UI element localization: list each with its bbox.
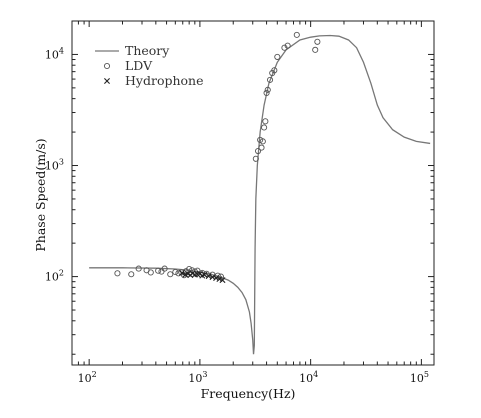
ldv-point xyxy=(254,147,262,155)
hydrophone-point xyxy=(209,274,216,281)
ldv-point xyxy=(161,265,168,272)
x-tick-label: 102 xyxy=(78,370,97,385)
ldv-point xyxy=(284,42,291,49)
hydrophone-point xyxy=(219,277,226,284)
y-tick-label: 102 xyxy=(45,269,64,284)
legend-label: Theory xyxy=(125,43,170,58)
legend-label: LDV xyxy=(125,58,153,73)
ldv-point xyxy=(135,265,142,272)
legend-x-swatch xyxy=(104,78,110,84)
ldv-point xyxy=(259,138,266,145)
hydrophone-point xyxy=(201,271,208,278)
theory-curve xyxy=(89,34,431,355)
ldv-point xyxy=(158,268,165,275)
ldv-point xyxy=(214,272,221,279)
x-tick-label: 103 xyxy=(188,370,207,385)
legend-item: Hydrophone xyxy=(104,73,204,88)
ldv-point xyxy=(262,118,269,125)
ldv-point xyxy=(258,144,265,151)
y-tick-label: 104 xyxy=(45,46,64,61)
ldv-point xyxy=(155,267,162,274)
ldv-point xyxy=(167,271,174,278)
ldv-point xyxy=(186,265,193,273)
plot-area xyxy=(89,31,431,355)
ldv-point xyxy=(314,38,321,45)
ldv-point xyxy=(261,124,268,131)
legend-circle-swatch xyxy=(103,62,111,70)
axis-ticks xyxy=(71,20,434,365)
ldv-point xyxy=(172,268,179,276)
x-tick-label: 104 xyxy=(299,370,318,385)
ldv-point xyxy=(312,46,319,53)
legend-item: LDV xyxy=(103,58,153,73)
y-axis-label: Phase Speed(m/s) xyxy=(33,138,48,251)
ldv-point xyxy=(281,44,288,51)
ldv-point xyxy=(252,155,259,162)
legend-label: Hydrophone xyxy=(125,73,204,88)
x-axis-label: Frequency(Hz) xyxy=(201,386,296,401)
ldv-point xyxy=(147,269,154,276)
ldv-point xyxy=(293,31,300,38)
ldv-point xyxy=(128,271,135,278)
hydrophone-point xyxy=(179,269,186,276)
axis-tick-labels: 102 103 104 105 102 103 104 xyxy=(45,46,429,385)
x-tick-label: 105 xyxy=(410,370,429,385)
ldv-point xyxy=(264,86,271,93)
ldv-point xyxy=(274,53,281,60)
y-tick-label: 103 xyxy=(45,158,64,173)
ldv-point xyxy=(266,76,274,83)
legend-item: Theory xyxy=(95,43,170,58)
ldv-point xyxy=(263,89,270,97)
ldv-point xyxy=(271,67,278,74)
ldv-point xyxy=(114,270,121,277)
hydrophone-point xyxy=(213,275,220,282)
